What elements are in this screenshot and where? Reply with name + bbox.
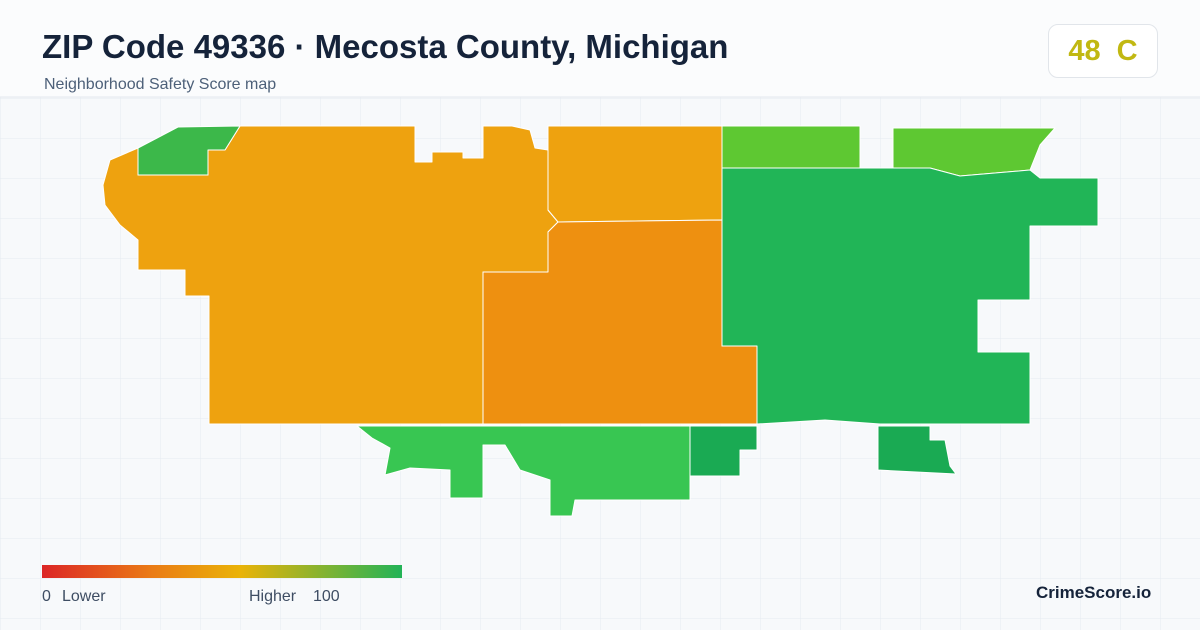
region	[721, 167, 1099, 425]
region	[689, 425, 758, 477]
region	[356, 425, 691, 517]
score-grade: C	[1116, 34, 1138, 67]
legend-max: 100	[313, 588, 340, 605]
region	[547, 125, 723, 223]
subtitle: Neighborhood Safety Score map	[44, 76, 277, 93]
region	[877, 425, 957, 475]
legend-min: 0	[42, 588, 51, 605]
region	[721, 125, 861, 169]
region	[137, 125, 241, 176]
legend-max-label: Higher	[249, 588, 297, 605]
score-value: 48	[1068, 34, 1101, 67]
score-badge: 48 C	[1048, 24, 1158, 78]
title: ZIP Code 49336 · Mecosta County, Michiga…	[42, 28, 729, 65]
brand: CrimeScore.io	[1036, 583, 1152, 602]
legend-gradient	[42, 565, 402, 578]
legend-min-label: Lower	[62, 588, 106, 605]
header-bg	[0, 0, 1200, 97]
